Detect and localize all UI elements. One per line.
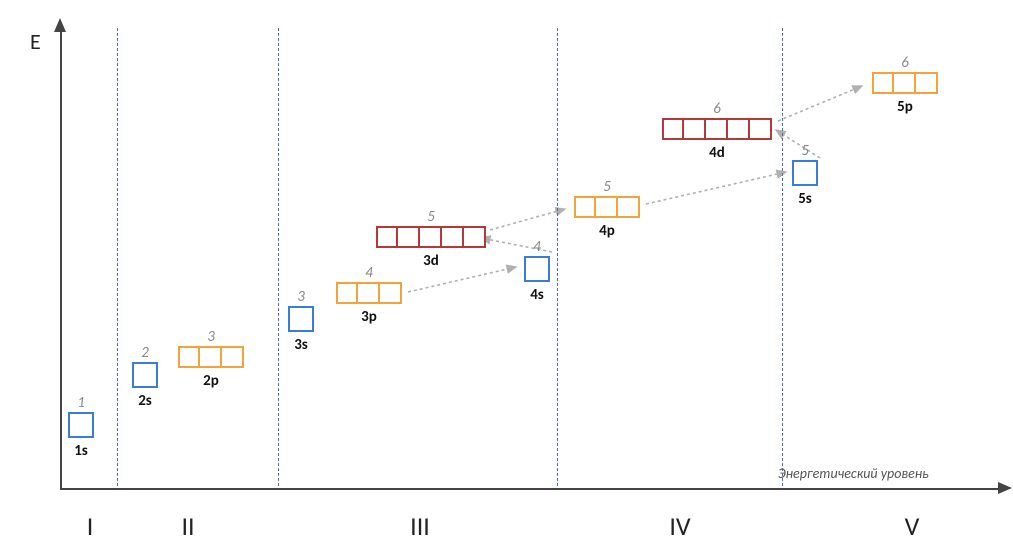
orbital-boxes bbox=[132, 362, 158, 388]
orbital-boxes bbox=[574, 196, 640, 218]
order-arrow bbox=[778, 86, 862, 121]
orbital-label: 4d bbox=[709, 144, 725, 162]
orbital-label: 4p bbox=[599, 222, 615, 240]
orbital-box bbox=[358, 282, 380, 304]
y-axis-label: E bbox=[30, 28, 41, 55]
fill-order-number: 2 bbox=[141, 344, 149, 362]
orbital-box bbox=[706, 118, 728, 140]
fill-order-number: 6 bbox=[901, 54, 909, 72]
orbital-label: 3s bbox=[294, 336, 308, 354]
orbital-box bbox=[68, 412, 94, 438]
orbital-label: 3d bbox=[423, 252, 439, 270]
orbital-box bbox=[728, 118, 750, 140]
orbital-box bbox=[750, 118, 772, 140]
orbital-label: 4s bbox=[530, 286, 544, 304]
orbital-boxes bbox=[376, 226, 486, 248]
level-divider bbox=[278, 28, 279, 486]
level-roman: V bbox=[905, 510, 920, 542]
fill-order-number: 1 bbox=[77, 394, 85, 412]
fill-order-number: 3 bbox=[297, 288, 305, 306]
fill-order-number: 5 bbox=[603, 178, 611, 196]
orbital-box bbox=[872, 72, 894, 94]
level-divider bbox=[557, 28, 558, 486]
orbital-box bbox=[618, 196, 640, 218]
orbital-label: 5p bbox=[897, 98, 913, 116]
orbital-box bbox=[376, 226, 398, 248]
order-arrow bbox=[481, 238, 552, 252]
fill-order-number: 6 bbox=[713, 100, 721, 118]
level-divider bbox=[782, 28, 783, 486]
orbital-box bbox=[684, 118, 706, 140]
orbital-box bbox=[574, 196, 596, 218]
orbital-boxes bbox=[336, 282, 402, 304]
orbital-label: 2s bbox=[138, 392, 152, 410]
orbital-box bbox=[398, 226, 420, 248]
energy-level-diagram: E Энергетический уровень IIIIIIIVV 11s22… bbox=[0, 0, 1013, 550]
orbital-boxes bbox=[792, 160, 818, 186]
fill-order-number: 4 bbox=[365, 264, 373, 282]
fill-order-number: 3 bbox=[207, 328, 215, 346]
orbital-box bbox=[178, 346, 200, 368]
orbital-box bbox=[524, 256, 550, 282]
fill-order-number: 5 bbox=[427, 208, 435, 226]
orbital-boxes bbox=[288, 306, 314, 332]
orbital-box bbox=[420, 226, 442, 248]
x-axis bbox=[60, 488, 1000, 490]
orbital-box bbox=[200, 346, 222, 368]
orbital-box bbox=[464, 226, 486, 248]
orbital-box bbox=[222, 346, 244, 368]
order-arrow bbox=[490, 209, 565, 230]
orbital-boxes bbox=[524, 256, 550, 282]
orbital-box bbox=[380, 282, 402, 304]
orbital-boxes bbox=[178, 346, 244, 368]
orbital-label: 2p bbox=[203, 372, 219, 390]
orbital-box bbox=[132, 362, 158, 388]
orbital-boxes bbox=[662, 118, 772, 140]
fill-order-number: 4 bbox=[533, 238, 541, 256]
orbital-label: 5s bbox=[798, 190, 812, 208]
orbital-box bbox=[442, 226, 464, 248]
orbital-boxes bbox=[872, 72, 938, 94]
y-axis-arrowhead bbox=[54, 18, 66, 32]
y-axis bbox=[60, 24, 62, 488]
level-roman: III bbox=[410, 510, 430, 542]
orbital-label: 3p bbox=[361, 308, 377, 326]
level-roman: I bbox=[87, 510, 94, 542]
level-roman: II bbox=[181, 510, 194, 542]
x-axis-arrowhead bbox=[998, 482, 1012, 494]
level-divider bbox=[117, 28, 118, 486]
level-roman: IV bbox=[669, 510, 690, 542]
fill-order-number: 5 bbox=[801, 142, 809, 160]
orbital-boxes bbox=[68, 412, 94, 438]
orbital-box bbox=[792, 160, 818, 186]
orbital-box bbox=[916, 72, 938, 94]
orbital-box bbox=[288, 306, 314, 332]
orbital-box bbox=[336, 282, 358, 304]
x-axis-label: Энергетический уровень bbox=[778, 465, 929, 482]
orbital-label: 1s bbox=[74, 442, 88, 460]
order-arrow bbox=[646, 172, 786, 204]
orbital-box bbox=[894, 72, 916, 94]
orbital-box bbox=[662, 118, 684, 140]
order-arrow bbox=[408, 267, 516, 292]
orbital-box bbox=[596, 196, 618, 218]
